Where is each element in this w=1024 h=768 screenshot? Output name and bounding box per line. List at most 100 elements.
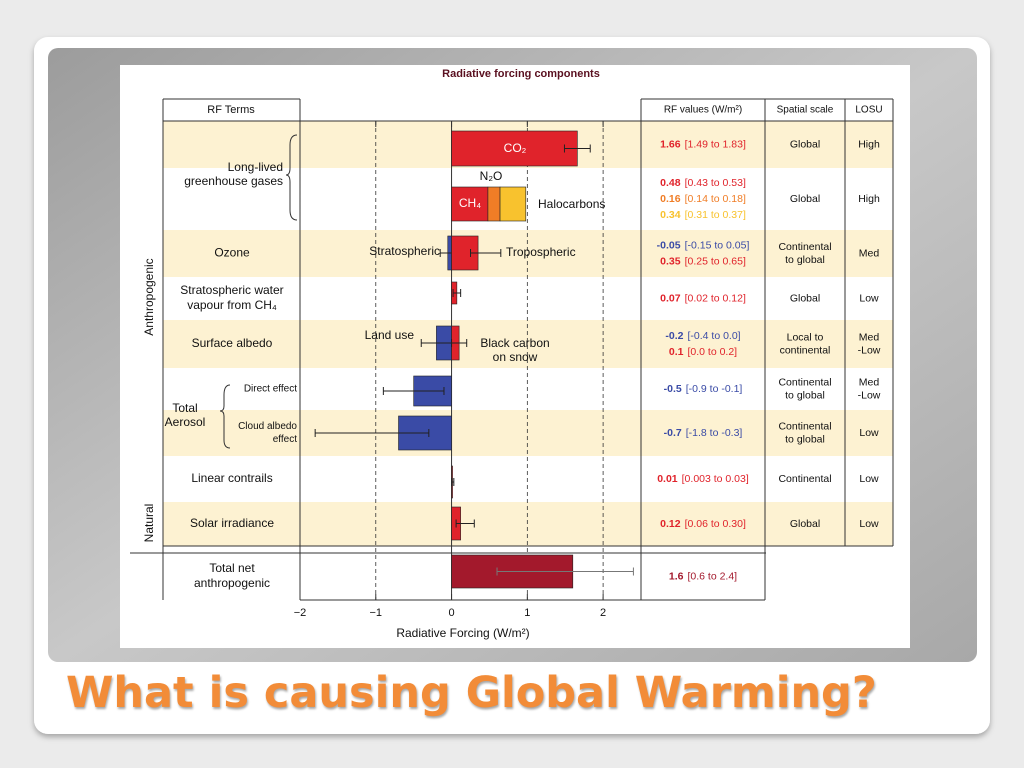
losu: Med: [859, 331, 880, 343]
chart-title: Radiative forcing components: [442, 68, 600, 80]
rf-value-range: [0.14 to 0.18]: [685, 193, 746, 205]
header: LOSU: [855, 105, 882, 116]
rf-value-number: -0.7: [664, 427, 682, 439]
rf-value: 1.66 [1.49 to 1.83]: [660, 138, 746, 150]
row-band: [163, 368, 893, 410]
spatial-scale: Global: [790, 138, 820, 150]
rf-value-number: 0.12: [660, 518, 681, 530]
spatial-scale: Continental: [778, 376, 831, 388]
group-label: Long-lived: [228, 160, 283, 174]
term-label: effect: [273, 434, 297, 445]
spatial-scale: Global: [790, 193, 820, 205]
losu: -Low: [858, 389, 881, 401]
rf-value: 0.01 [0.003 to 0.03]: [657, 473, 749, 485]
group-label: Aerosol: [165, 415, 206, 429]
rf-value-number: 0.07: [660, 292, 681, 304]
term-label: Cloud albedo: [238, 421, 297, 432]
term-label: Stratospheric water: [180, 283, 283, 297]
rf-value-number: 0.48: [660, 177, 681, 189]
rf-value-range: [0.43 to 0.53]: [685, 177, 746, 189]
row-band: [163, 410, 893, 456]
group-label: Natural: [142, 504, 156, 543]
bar-label: Land use: [365, 328, 415, 342]
bar-label: Tropospheric: [506, 245, 576, 259]
term-label: anthropogenic: [194, 576, 270, 590]
bar-label: CO₂: [504, 141, 527, 155]
losu: Low: [859, 518, 879, 530]
x-tick-label: −1: [370, 607, 383, 619]
spatial-scale: Global: [790, 518, 820, 530]
spatial-scale: to global: [785, 254, 825, 266]
x-tick-label: 0: [448, 607, 454, 619]
rf-value: -0.2 [-0.4 to 0.0]: [665, 330, 740, 342]
rf-value-number: -0.5: [664, 383, 682, 395]
rf-value-number: 0.35: [660, 255, 681, 267]
term-label: vapour from CH₄: [187, 298, 277, 312]
row-band: [163, 230, 893, 277]
spatial-scale: continental: [780, 344, 831, 356]
spatial-scale: to global: [785, 389, 825, 401]
term-label: Direct effect: [244, 384, 297, 395]
x-axis-label: Radiative Forcing (W/m²): [396, 626, 529, 640]
rf-value-range: [0.6 to 2.4]: [687, 570, 737, 582]
group-label: greenhouse gases: [184, 174, 283, 188]
rf-value: 0.1 [0.0 to 0.2]: [669, 346, 737, 358]
rf-value-range: [-0.9 to -0.1]: [686, 383, 743, 395]
row-band: [163, 168, 893, 230]
rf-value-number: 0.1: [669, 346, 684, 358]
header: RF values (W/m²): [664, 105, 742, 116]
rf-value-number: 0.16: [660, 193, 681, 205]
rf-value: 0.07 [0.02 to 0.12]: [660, 292, 746, 304]
losu: Med: [859, 376, 880, 388]
spatial-scale: Continental: [778, 420, 831, 432]
rf-value-number: 1.6: [669, 570, 684, 582]
group-label: Total: [172, 401, 197, 415]
bar-label: CH₄: [459, 196, 481, 210]
spatial-scale: Global: [790, 292, 820, 304]
spatial-scale: Continental: [778, 473, 831, 485]
rf-value-range: [0.31 to 0.37]: [685, 209, 746, 221]
rf-value-range: [0.0 to 0.2]: [687, 346, 737, 358]
brace: [219, 384, 231, 449]
rf-value-number: 0.34: [660, 209, 681, 221]
bar: [451, 186, 489, 222]
losu: Low: [859, 427, 879, 439]
term-label: Total net: [209, 561, 255, 575]
term-label: Surface albedo: [192, 336, 273, 350]
row-band: [163, 456, 893, 502]
row-band: [163, 320, 893, 368]
rf-value: 0.12 [0.06 to 0.30]: [660, 518, 746, 530]
bar: [487, 186, 501, 222]
rf-value-range: [0.02 to 0.12]: [685, 292, 746, 304]
losu: Low: [859, 473, 879, 485]
term-label: Solar irradiance: [190, 516, 274, 530]
rf-value: 0.35 [0.25 to 0.65]: [660, 255, 746, 267]
bar-label: N₂O: [480, 169, 503, 183]
bar-label: Black carbon: [480, 336, 549, 350]
losu: High: [858, 138, 880, 150]
chart: RF Terms RF values (W/m²) Spatial scale LOS…: [130, 98, 894, 640]
rf-value: 0.48 [0.43 to 0.53]: [660, 177, 746, 189]
rf-value: -0.5 [-0.9 to -0.1]: [664, 383, 743, 395]
row-band: [163, 502, 893, 546]
bar-label: on snow: [493, 350, 538, 364]
rf-value: -0.05 [-0.15 to 0.05]: [657, 239, 750, 251]
bar-label: Halocarbons: [538, 197, 605, 211]
x-tick-label: −2: [294, 607, 307, 619]
losu: -Low: [858, 344, 881, 356]
spatial-scale: Continental: [778, 241, 831, 253]
losu: Low: [859, 292, 879, 304]
losu: High: [858, 193, 880, 205]
spatial-scale: Local to: [787, 331, 824, 343]
rf-value-range: [-0.15 to 0.05]: [685, 239, 750, 251]
rf-value: -0.7 [-1.8 to -0.3]: [664, 427, 743, 439]
x-tick-label: 2: [600, 607, 606, 619]
brace: [285, 134, 298, 221]
slide-title: What is causing Global Warming?: [66, 668, 877, 718]
rf-value-range: [-0.4 to 0.0]: [687, 330, 740, 342]
group-label: Anthropogenic: [142, 258, 156, 335]
rf-value: 1.6 [0.6 to 2.4]: [669, 570, 737, 582]
row-band: [163, 277, 893, 320]
term-label: Ozone: [214, 246, 250, 260]
